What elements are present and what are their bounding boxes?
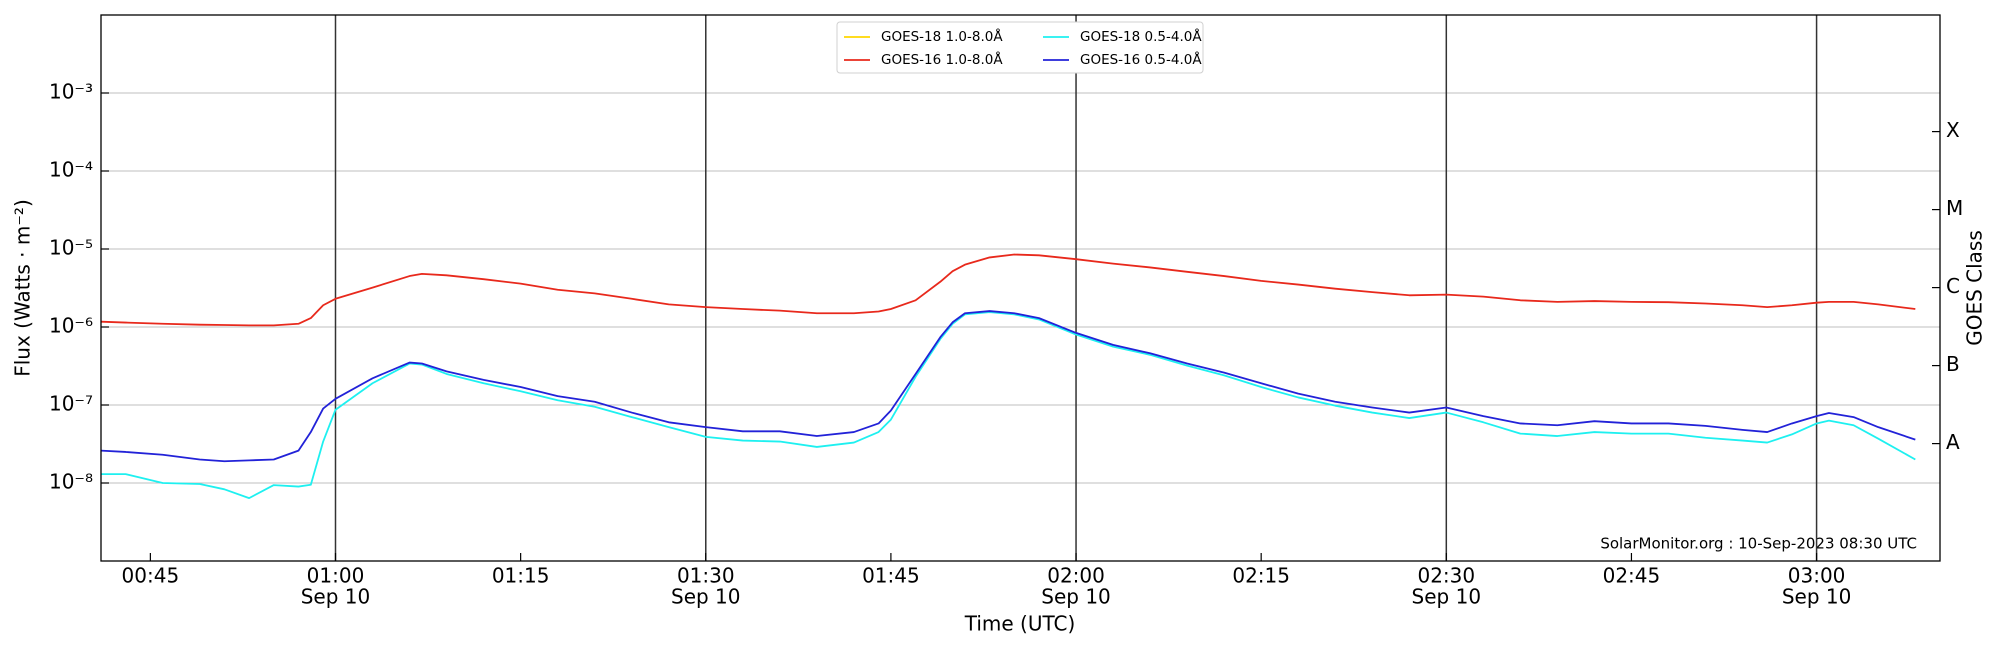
x-axis-label: Time (UTC) [964,612,1076,636]
legend-label: GOES-16 0.5-4.0Å [1080,51,1202,68]
x-tick-label: Sep 10 [1782,585,1852,609]
y2-axis-label: GOES Class [1963,230,1987,346]
x-tick-label: 02:30 [1417,564,1475,588]
y2-tick-label: C [1946,274,1960,298]
plot-frame [100,14,1941,562]
y2-tick-label: B [1946,352,1960,376]
legend-label: GOES-18 1.0-8.0Å [881,28,1003,45]
legend-label: GOES-18 0.5-4.0Å [1080,28,1202,45]
x-tick-label: 02:45 [1603,564,1661,588]
x-tick-label: 01:30 [677,564,735,588]
y2-tick-label: A [1946,430,1960,454]
series-line [100,253,1916,327]
x-tick-label: 00:45 [122,564,180,588]
x-tick-label: Sep 10 [301,585,371,609]
x-tick-label: 01:00 [307,564,365,588]
legend-label: GOES-16 1.0-8.0Å [881,51,1003,68]
x-tick-label: 02:15 [1232,564,1290,588]
y-tick-label: 10⁻⁴ [49,158,93,182]
x-tick-label: Sep 10 [1041,585,1111,609]
y-tick-label: 10⁻⁵ [49,236,93,260]
x-tick-label: 01:15 [492,564,550,588]
y-axis-label: Flux (Watts · m⁻²) [11,199,35,377]
series-line [101,311,1916,500]
y-tick-label: 10⁻³ [49,80,93,104]
legend-box [836,21,1204,74]
y-tick-label: 10⁻⁷ [49,392,93,416]
y-tick-label: 10⁻⁸ [49,470,93,494]
x-tick-label: 01:45 [862,564,920,588]
y2-tick-label: X [1946,118,1960,142]
x-tick-label: 02:00 [1047,564,1105,588]
y2-tick-label: M [1946,196,1963,220]
x-tick-label: Sep 10 [671,585,741,609]
annotation: SolarMonitor.org : 10-Sep-2023 08:30 UTC [1600,535,1917,553]
x-tick-label: Sep 10 [1412,585,1482,609]
y-tick-label: 10⁻⁶ [49,314,93,338]
series-line [100,310,1916,463]
x-tick-label: 03:00 [1788,564,1846,588]
